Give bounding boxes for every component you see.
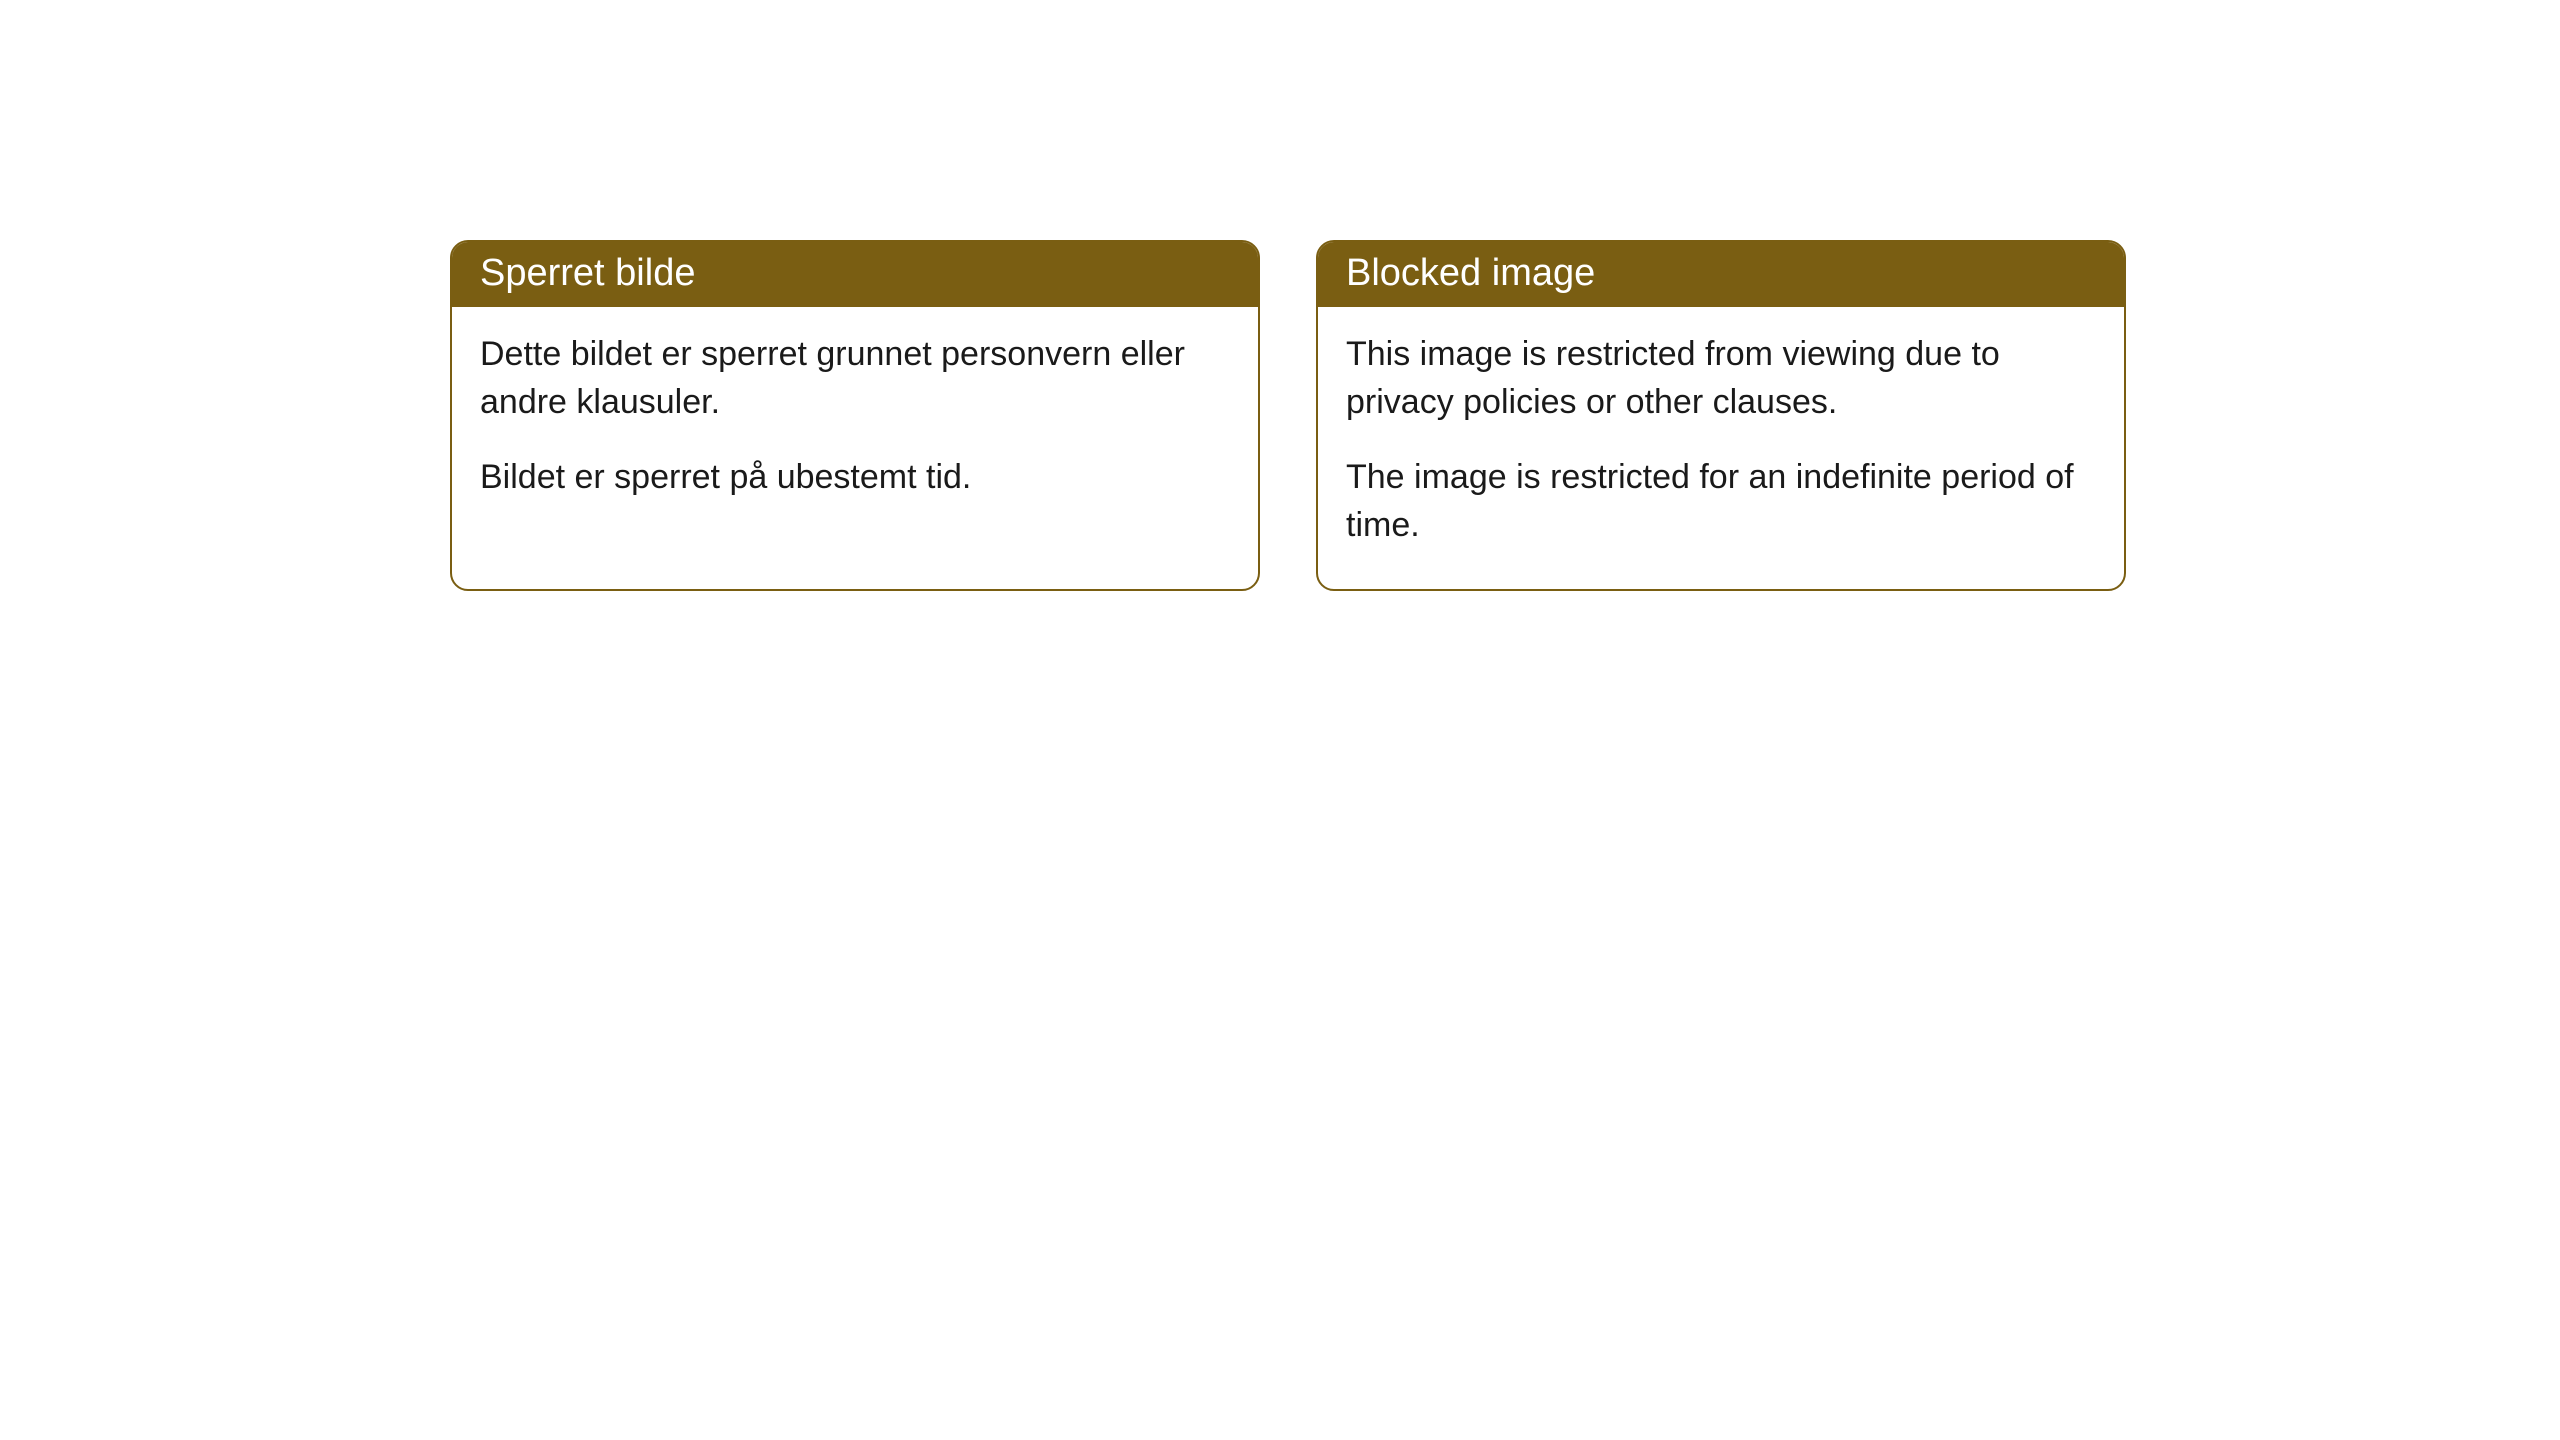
blocked-image-card-norwegian: Sperret bilde Dette bildet er sperret gr…	[450, 240, 1260, 591]
card-paragraph: Dette bildet er sperret grunnet personve…	[480, 331, 1230, 426]
card-paragraph: This image is restricted from viewing du…	[1346, 331, 2096, 426]
notice-cards-container: Sperret bilde Dette bildet er sperret gr…	[450, 240, 2126, 591]
card-body: This image is restricted from viewing du…	[1318, 307, 2124, 589]
card-paragraph: Bildet er sperret på ubestemt tid.	[480, 454, 1230, 502]
card-body: Dette bildet er sperret grunnet personve…	[452, 307, 1258, 542]
blocked-image-card-english: Blocked image This image is restricted f…	[1316, 240, 2126, 591]
card-header: Blocked image	[1318, 242, 2124, 307]
card-header: Sperret bilde	[452, 242, 1258, 307]
card-paragraph: The image is restricted for an indefinit…	[1346, 454, 2096, 549]
